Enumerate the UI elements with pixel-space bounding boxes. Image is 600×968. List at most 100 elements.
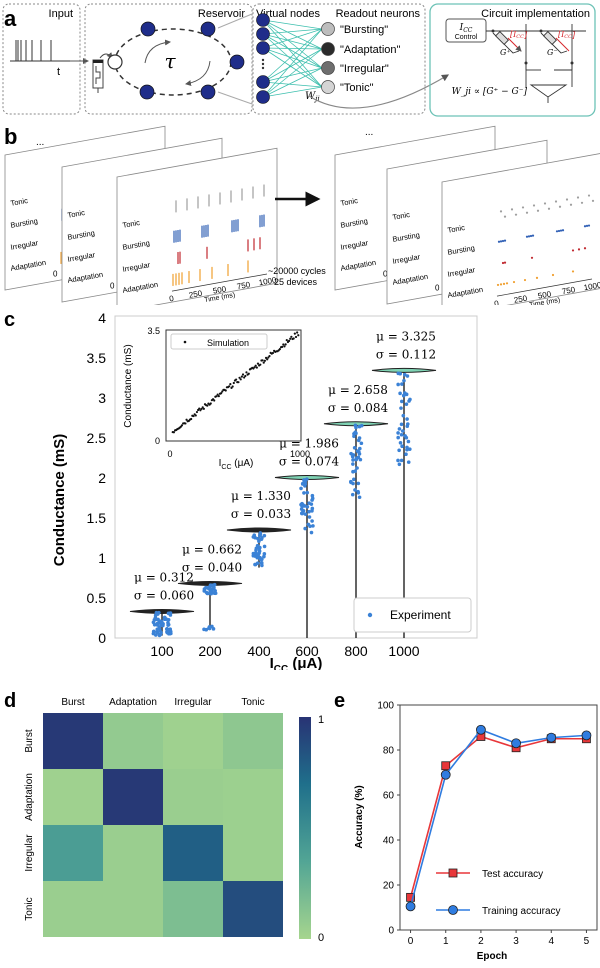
sigma-annotation: σ = 0.112	[376, 347, 436, 361]
row-label: Burst	[24, 729, 35, 753]
experiment-point	[210, 624, 214, 629]
ellipsis-dot	[261, 66, 265, 70]
experiment-point	[166, 620, 170, 625]
spike-dot	[591, 199, 595, 202]
experiment-point	[166, 611, 171, 616]
inset-legend-label: Simulation	[207, 338, 249, 348]
panel-b: b ...TonicBurstingIrregularAdaptation0To…	[4, 124, 600, 305]
input-node	[107, 54, 123, 70]
experiment-point	[207, 626, 212, 631]
mu-annotation: μ = 2.658	[328, 383, 388, 397]
mu-annotation: μ = 0.312	[134, 570, 194, 584]
time-tick: 250	[188, 289, 203, 300]
experiment-point	[204, 627, 209, 632]
icc-control-symbol: ICC	[459, 23, 473, 34]
spike-dot	[571, 249, 575, 252]
training-accuracy-marker	[440, 769, 451, 780]
y-axis-label-e: Accuracy (%)	[354, 785, 365, 848]
reservoir-nodes	[139, 21, 245, 100]
experiment-point	[350, 492, 355, 497]
experiment-point	[401, 393, 406, 398]
ellipsis: ...	[36, 137, 44, 148]
experiment-point	[310, 519, 314, 523]
spike-dot	[496, 283, 500, 287]
ellipsis: ...	[365, 127, 373, 138]
simulation-point	[195, 410, 199, 414]
sigma-annotation: σ = 0.074	[279, 455, 340, 469]
input-spike-train	[10, 40, 70, 62]
inset-legend	[170, 333, 268, 350]
y-tick-label: 0	[98, 630, 106, 646]
experiment-point	[397, 427, 402, 431]
heatmap-cell	[223, 881, 283, 937]
stat-annotations: μ = 0.312 σ = 0.060 μ = 0.662 σ = 0.040 μ = …	[134, 329, 436, 602]
experiment-point	[405, 417, 409, 421]
inset-x-tick-min: 0	[167, 449, 172, 459]
x-tick-label: 1000	[388, 643, 419, 659]
weight-edge	[262, 67, 323, 98]
test-accuracy-marker	[406, 892, 415, 902]
simulation-point	[232, 381, 235, 385]
spike-dot	[530, 256, 534, 259]
icc-red-label: [ICC]	[510, 30, 528, 40]
spike-dot	[503, 261, 507, 264]
simulation-point	[229, 383, 232, 386]
experiment-point	[251, 535, 256, 539]
simulation-point	[202, 407, 205, 410]
inset-y-label: Conductance (mS)	[123, 344, 134, 427]
simulation-point	[247, 372, 250, 375]
icc-red-label: [ICC]	[558, 30, 576, 40]
experiment-point	[202, 587, 207, 591]
inset-legend-marker	[183, 340, 187, 344]
spike-dot	[525, 211, 529, 214]
legend-label: Test accuracy	[482, 869, 543, 880]
legend-e: Test accuracy Training accuracy	[436, 868, 561, 917]
experiment-point	[300, 510, 305, 515]
simulation-point	[294, 335, 298, 339]
experiment-point	[352, 477, 356, 482]
experiment-point	[258, 531, 263, 535]
experiment-point	[151, 620, 156, 625]
ellipsis-dot	[261, 62, 265, 66]
experiment-point	[404, 402, 409, 406]
virtual-node	[256, 13, 270, 27]
legend-marker-test	[448, 868, 458, 878]
experiment-point	[163, 616, 168, 621]
sigma-annotation: σ = 0.033	[231, 507, 291, 521]
spike-dot	[514, 213, 518, 216]
simulation-point	[293, 332, 296, 335]
column-label: Burst	[61, 697, 85, 708]
weight-edge	[262, 33, 323, 69]
spike-dot	[521, 206, 525, 209]
spike-dot	[585, 224, 589, 227]
row-label: Irregular	[24, 834, 35, 872]
experiment-point	[357, 495, 362, 500]
simulation-point	[284, 343, 287, 346]
simulation-point	[185, 418, 188, 421]
experiment-point	[259, 561, 264, 565]
simulation-point	[259, 363, 262, 366]
spike-dot	[535, 276, 539, 279]
y-tick-label: 4	[98, 310, 106, 326]
simulation-point	[261, 359, 264, 362]
g-minus-label: G⁻	[547, 48, 558, 57]
experiment-point	[303, 512, 308, 516]
heatmap-cell	[103, 713, 163, 769]
y-tick-label: 2.5	[87, 430, 107, 446]
spike-dot	[559, 229, 563, 232]
experiment-point	[349, 480, 353, 485]
time-tick: 1000	[258, 275, 278, 287]
readout-neuron	[321, 22, 335, 36]
spike-dot	[499, 210, 503, 213]
experiment-point	[255, 561, 260, 565]
simulation-point	[297, 334, 300, 337]
virtual-nodes	[256, 13, 270, 104]
spike-dot	[558, 205, 562, 208]
training-accuracy-marker	[476, 724, 486, 735]
panel-letter-b: b	[4, 124, 17, 149]
experiment-point	[300, 481, 305, 486]
spike-dot	[505, 282, 509, 285]
spike-dot	[571, 270, 575, 273]
simulation-point	[240, 375, 243, 378]
experiment-point	[255, 553, 259, 558]
